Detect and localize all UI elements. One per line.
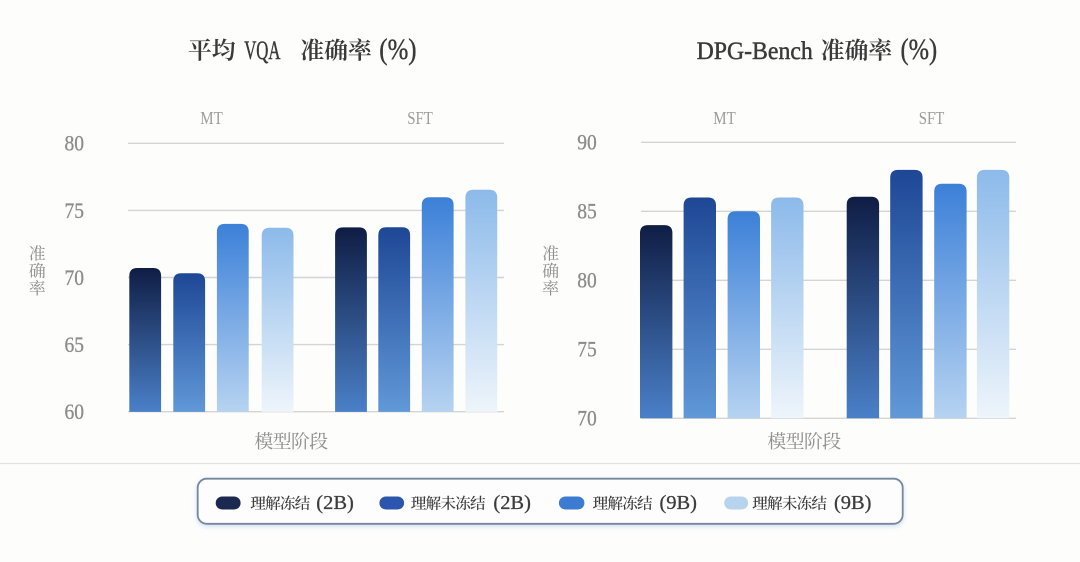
- svg-text:(9B): (9B): [660, 492, 698, 514]
- svg-text:SFT: SFT: [407, 108, 433, 128]
- svg-text:60: 60: [65, 399, 85, 424]
- svg-text:SFT: SFT: [919, 108, 945, 128]
- svg-text:(2B): (2B): [493, 492, 531, 514]
- svg-text:(%): (%): [901, 33, 938, 66]
- svg-text:85: 85: [577, 199, 597, 224]
- svg-text:DPG-Bench: DPG-Bench: [697, 36, 813, 65]
- svg-text:MT: MT: [713, 108, 736, 128]
- svg-text:80: 80: [577, 268, 597, 293]
- svg-text:80: 80: [65, 131, 85, 156]
- svg-text:(9B): (9B): [834, 492, 872, 514]
- svg-text:90: 90: [577, 130, 597, 155]
- svg-text:75: 75: [577, 337, 597, 362]
- svg-text:75: 75: [65, 198, 85, 223]
- svg-text:70: 70: [577, 406, 597, 431]
- svg-text:VQA: VQA: [244, 36, 280, 65]
- svg-text:MT: MT: [200, 108, 223, 128]
- svg-text:(%): (%): [379, 33, 416, 66]
- svg-text:65: 65: [65, 332, 85, 357]
- svg-text:70: 70: [65, 265, 85, 290]
- svg-text:(2B): (2B): [316, 492, 354, 514]
